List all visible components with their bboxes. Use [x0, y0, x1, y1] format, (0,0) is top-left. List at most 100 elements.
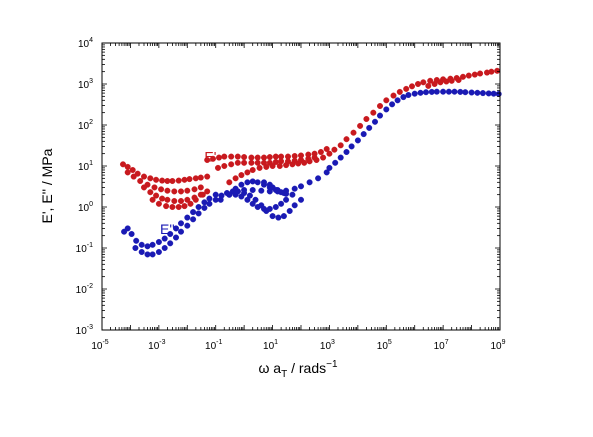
point-ep: [226, 179, 233, 186]
point-epp: [124, 225, 131, 232]
y-tick-label-base: 10: [78, 80, 90, 91]
y-tick-label-exponent: 2: [89, 119, 93, 126]
point-ep: [320, 154, 327, 161]
point-epp: [291, 202, 298, 209]
point-epp: [249, 200, 256, 207]
point-epp: [167, 240, 174, 247]
point-epp: [244, 179, 251, 186]
point-ep: [187, 200, 194, 207]
point-epp: [445, 88, 452, 95]
x-axis-title-superscript: −1: [326, 359, 338, 370]
point-ep: [186, 176, 193, 183]
point-ep: [383, 97, 390, 104]
point-epp: [234, 188, 241, 195]
x-axis-title: ω aT / rads−1: [258, 359, 337, 380]
point-epp: [190, 209, 197, 216]
x-tick-label-exponent: -1: [216, 339, 222, 346]
point-epp: [184, 214, 191, 221]
point-ep: [181, 203, 188, 210]
point-ep: [431, 80, 438, 87]
point-ep: [249, 166, 256, 173]
point-ep: [197, 174, 204, 181]
point-ep: [390, 92, 397, 99]
point-epp: [411, 90, 418, 97]
point-ep: [420, 79, 427, 86]
point-ep: [323, 145, 330, 152]
x-tick-label: 103: [320, 339, 335, 352]
point-epp: [389, 101, 396, 108]
point-ep: [256, 164, 263, 171]
y-tick-label-exponent: 4: [89, 37, 93, 44]
point-epp: [354, 137, 361, 144]
x-tick-label: 10-3: [148, 339, 165, 352]
point-epp: [177, 220, 184, 227]
point-ep: [254, 159, 261, 166]
point-epp: [190, 216, 197, 223]
y-tick-label: 103: [78, 78, 93, 91]
point-ep: [357, 122, 364, 129]
point-epp: [274, 186, 281, 193]
point-ep: [254, 154, 261, 161]
point-ep: [415, 80, 422, 87]
point-ep: [494, 67, 501, 74]
point-ep: [171, 188, 178, 195]
point-ep: [234, 159, 241, 166]
point-epp: [269, 213, 276, 220]
y-tick-label: 102: [78, 119, 93, 132]
point-ep: [326, 150, 333, 157]
point-ep: [221, 162, 228, 169]
point-ep: [119, 161, 126, 168]
point-ep: [241, 154, 248, 161]
point-ep: [403, 85, 410, 92]
point-ep: [460, 73, 467, 80]
point-epp: [132, 244, 139, 251]
point-ep: [191, 186, 198, 193]
point-ep: [370, 109, 377, 116]
point-epp: [278, 200, 285, 207]
y-tick-label-base: 10: [76, 326, 88, 337]
y-tick-label-exponent: -2: [87, 283, 93, 290]
y-tick-label-base: 10: [76, 285, 88, 296]
point-epp: [462, 89, 469, 96]
point-epp: [244, 196, 251, 203]
point-ep: [214, 164, 221, 171]
point-ep: [477, 70, 484, 77]
point-epp: [423, 89, 430, 96]
point-epp: [289, 191, 296, 198]
point-epp: [206, 200, 213, 207]
point-ep: [192, 175, 199, 182]
y-tick-label-base: 10: [78, 121, 90, 132]
point-epp: [372, 118, 379, 125]
point-epp: [417, 89, 424, 96]
x-tick-label-exponent: -3: [159, 339, 165, 346]
point-epp: [286, 207, 293, 214]
y-tick-label-exponent: -1: [87, 242, 93, 249]
point-epp: [195, 210, 202, 217]
x-tick-label-base: 10: [263, 341, 275, 352]
point-epp: [298, 183, 305, 190]
point-epp: [272, 203, 279, 210]
point-epp: [306, 179, 313, 186]
x-tick-label-base: 10: [434, 341, 446, 352]
point-epp: [184, 222, 191, 229]
point-epp: [394, 97, 401, 104]
point-ep: [272, 153, 279, 160]
point-ep: [301, 159, 308, 166]
point-ep: [197, 184, 204, 191]
point-ep: [437, 79, 444, 86]
point-ep: [147, 175, 154, 182]
y-axis-title: E', E'' / MPa: [39, 148, 55, 223]
point-epp: [149, 251, 156, 258]
y-tick-label: 104: [78, 37, 93, 50]
point-ep: [177, 188, 184, 195]
point-ep: [169, 203, 176, 210]
point-ep: [199, 191, 206, 198]
point-epp: [177, 228, 184, 235]
y-tick-label-base: 10: [78, 203, 90, 214]
point-epp: [269, 184, 276, 191]
annotation-e-prime: E': [204, 148, 216, 164]
x-tick-label-exponent: 3: [331, 339, 335, 346]
point-epp: [161, 244, 168, 251]
point-epp: [490, 90, 497, 97]
